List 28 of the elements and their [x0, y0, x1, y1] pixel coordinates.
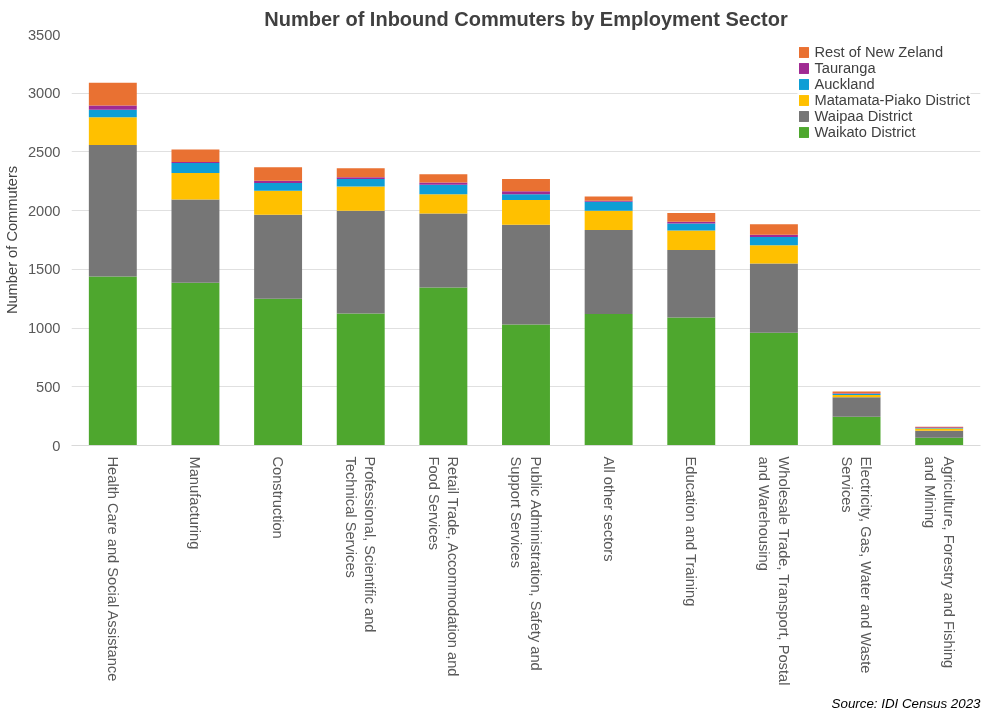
legend-label: Waipaa District [814, 108, 913, 124]
x-tick-label: Construction [270, 456, 287, 539]
y-tick-label: 500 [36, 378, 61, 395]
source-note: Source: IDI Census 2023 [831, 695, 982, 711]
x-tick-label: Health Care and Social Assistance [104, 456, 121, 682]
x-tick-label: Manufacturing [187, 456, 204, 550]
x-tick-label: Electricity, Gas, Water and Waste Services [838, 456, 875, 674]
legend-label: Tauranga [814, 60, 876, 76]
y-axis-title: Number of Commuters [3, 165, 20, 315]
y-tick-label: 3000 [27, 85, 61, 102]
x-tick-label: All other sectors [600, 456, 617, 562]
legend-label: Matamata-Piako District [814, 92, 970, 108]
y-tick-label: 1000 [27, 320, 61, 337]
y-tick-label: 1500 [27, 261, 61, 278]
y-tick-label: 2500 [27, 143, 61, 160]
legend-label: Auckland [814, 76, 875, 92]
x-tick-label: Education and Training [683, 456, 700, 607]
legend-label: Waikato District [814, 124, 916, 140]
chart-title: Number of Inbound Commuters by Employment Sector [264, 7, 788, 30]
x-tick-label: Retail Trade, Accommodation and Food Services [425, 456, 461, 677]
x-tick-label: Agriculture, Forestry and Fishing and Mining [921, 456, 957, 669]
y-tick-label: 3500 [27, 26, 61, 43]
legend-label: Rest of New Zeland [814, 44, 944, 60]
x-tick-label: Public Administration, Safety and Support Services [508, 456, 544, 671]
y-tick-label: 2000 [27, 202, 61, 219]
x-tick-label: Wholesale Trade, Transport, Postal and Warehousing [756, 456, 792, 686]
x-tick-label: Professional, Scientific and Technical Services [343, 456, 379, 633]
y-tick-label: 0 [52, 437, 61, 454]
